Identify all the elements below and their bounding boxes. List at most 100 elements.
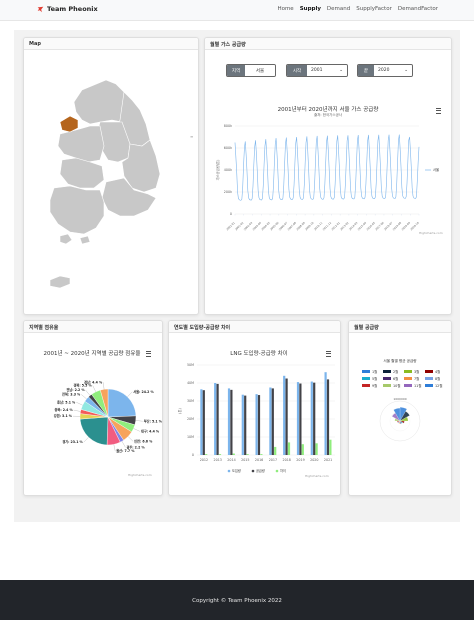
y-tick-label: 30M (187, 399, 194, 403)
bar-공급량-2014 (230, 389, 233, 455)
bar-도입량-2015 (241, 394, 244, 455)
map-region-chungnam (57, 125, 105, 163)
month-legend-item[interactable]: 5월 (362, 376, 377, 381)
region-select[interactable]: 지역 서울 (226, 64, 276, 77)
pie-connector (92, 385, 96, 392)
lng-card-title: 연도별 도입량-공급량 차이 (169, 321, 340, 333)
start-dropdown[interactable]: 2001 ⌄ (307, 65, 347, 76)
korea-map[interactable]: ≡ (24, 50, 198, 312)
legend-swatch (425, 370, 433, 373)
month-legend-item[interactable]: 7월 (404, 376, 419, 381)
pie-connector (85, 390, 91, 396)
pie-connector (135, 420, 143, 422)
chart-menu-icon[interactable] (436, 108, 441, 114)
y-tick-label: 20M (187, 417, 194, 421)
x-tick-label: 2014 (227, 458, 235, 462)
month-legend-item[interactable]: 11월 (404, 383, 421, 388)
month-legend-item[interactable]: 4월 (425, 369, 440, 374)
bar-도입량-2014 (227, 388, 231, 455)
month-legend-item[interactable]: 6월 (383, 376, 398, 381)
pie-label-서울: 서울: 24.2 % (133, 389, 154, 394)
month-legend-item[interactable]: 1월 (362, 369, 377, 374)
bar-공급량-2019 (299, 383, 302, 455)
legend-label: 2월 (393, 370, 399, 374)
pie-label-부산: 부산: 5.1 % (144, 418, 162, 423)
x-tick-label: 2013-02 (339, 221, 350, 232)
legend-swatch (425, 377, 433, 380)
legend-label: 서울 (433, 167, 439, 172)
map-region-jeju (49, 275, 71, 289)
pie-connector (127, 436, 134, 442)
month-legend-item[interactable]: 9월 (362, 383, 377, 388)
monthly-line-chart: 0200k400k600k800k가스공급량(톤)2001-012001-022… (215, 124, 439, 232)
phoenix-logo-icon (37, 6, 44, 12)
bar-차이-2017 (274, 446, 277, 455)
x-tick-label: 2016 (255, 458, 263, 462)
nav-demandfactor[interactable]: DemandFactor (397, 6, 438, 12)
map-region-jeonnam (49, 185, 105, 235)
end-value: 2020 (378, 68, 390, 73)
y-tick-label: 200k (224, 190, 232, 194)
x-tick-label: 2019-08 (392, 221, 403, 232)
nav-demand[interactable]: Demand (326, 6, 351, 12)
pie-label-전남: 전남: 2.2 % (66, 387, 85, 392)
bar-도입량-2012 (200, 389, 203, 455)
nav-supply[interactable]: Supply (299, 6, 321, 12)
start-year-select[interactable]: 시작 2001 ⌄ (286, 64, 348, 77)
series-line-seoul (234, 134, 420, 201)
month-legend-item[interactable]: 10월 (383, 383, 400, 388)
region-chart-title: 2001년 ~ 2020년 지역별 공급량 점유율 (43, 351, 141, 357)
nav-home[interactable]: Home (277, 6, 294, 12)
pie-connector (81, 394, 87, 400)
pie-connector (113, 444, 116, 452)
nav-supplyfactor[interactable]: SupplyFactor (356, 6, 392, 12)
chart-menu-icon[interactable] (326, 351, 331, 357)
x-tick-label: 2018 (283, 458, 291, 462)
nav-links: Home Supply Demand SupplyFactor DemandFa… (277, 6, 438, 12)
y-tick-label: 0 (192, 453, 194, 457)
bar-차이-2018 (287, 442, 291, 455)
footer-copyright: Copyright © Team Phoenix 2022 (192, 598, 282, 604)
bar-차이-2012 (205, 454, 208, 455)
legend-swatch (404, 384, 412, 387)
legend-label: 1월 (372, 370, 378, 374)
pie-label-울산: 울산: 7.7 % (116, 448, 135, 453)
end-year-select[interactable]: 끝 2020 ⌄ (357, 64, 413, 77)
pie-connector (73, 409, 81, 412)
bar-차이-2016 (260, 454, 263, 455)
pie-slice-서울 (107, 388, 137, 418)
bar-도입량-2017 (269, 387, 272, 455)
month-legend-item[interactable]: 12월 (425, 383, 442, 388)
region-value[interactable]: 서울 (245, 65, 275, 76)
pie-connector (102, 382, 105, 390)
legend-swatch (362, 370, 370, 373)
bar-공급량-2020 (313, 382, 316, 455)
x-tick-label: 2008-09 (295, 221, 306, 232)
lng-chart-credit: Highcharts.com (305, 474, 329, 478)
brand[interactable]: Team Pheonix (37, 5, 98, 13)
legend-label: 공급량 (256, 468, 265, 473)
month-legend-item[interactable]: 3월 (404, 369, 419, 374)
x-tick-label: 2001-01 (225, 221, 236, 232)
bar-공급량-2021 (326, 379, 330, 455)
end-dropdown[interactable]: 2020 ⌄ (374, 65, 412, 76)
legend-swatch (383, 384, 391, 387)
legend-swatch (362, 384, 370, 387)
x-tick-label: 2009-10 (304, 221, 315, 232)
month-legend-item[interactable]: 8월 (425, 376, 440, 381)
x-tick-label: 2015-04 (357, 221, 368, 232)
x-tick-label: 2011-12 (322, 221, 333, 232)
bar-차이-2020 (315, 443, 318, 455)
lng-card: 연도별 도입량-공급량 차이 LNG 도입량-공급량 차이 0 10M 20M 30M… (168, 320, 341, 496)
map-card-title: Map (24, 38, 198, 50)
polar-grid-outer (379, 400, 421, 442)
chart-menu-icon[interactable] (146, 351, 151, 357)
x-tick-label: 2012-01 (330, 221, 341, 232)
x-tick-label: 2001-02 (234, 221, 245, 232)
polar-slice-2월 (399, 411, 410, 422)
y-axis-label: 가스공급량(톤) (215, 160, 220, 181)
map-region-jeonbuk (59, 157, 105, 189)
legend-label: 차이 (280, 468, 286, 473)
month-legend-item[interactable]: 2월 (383, 369, 398, 374)
x-tick-label: 2014-03 (348, 221, 359, 232)
